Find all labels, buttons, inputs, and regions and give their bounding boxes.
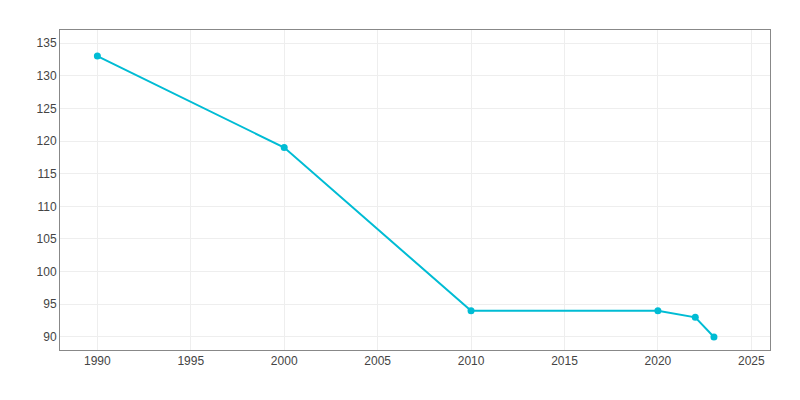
svg-text:90: 90 (43, 330, 57, 344)
svg-text:100: 100 (37, 265, 57, 279)
svg-text:2000: 2000 (271, 354, 298, 368)
svg-text:125: 125 (37, 102, 57, 116)
svg-text:120: 120 (37, 134, 57, 148)
svg-text:1990: 1990 (84, 354, 111, 368)
svg-text:110: 110 (37, 200, 56, 214)
svg-text:1995: 1995 (177, 354, 204, 368)
svg-text:130: 130 (37, 69, 57, 83)
svg-text:95: 95 (43, 297, 57, 311)
svg-text:2010: 2010 (458, 354, 485, 368)
svg-text:2015: 2015 (551, 354, 578, 368)
svg-text:2025: 2025 (738, 354, 765, 368)
svg-text:2020: 2020 (645, 354, 672, 368)
svg-text:135: 135 (37, 36, 57, 50)
svg-text:2005: 2005 (364, 354, 391, 368)
svg-text:115: 115 (37, 167, 56, 181)
svg-text:105: 105 (37, 232, 57, 246)
